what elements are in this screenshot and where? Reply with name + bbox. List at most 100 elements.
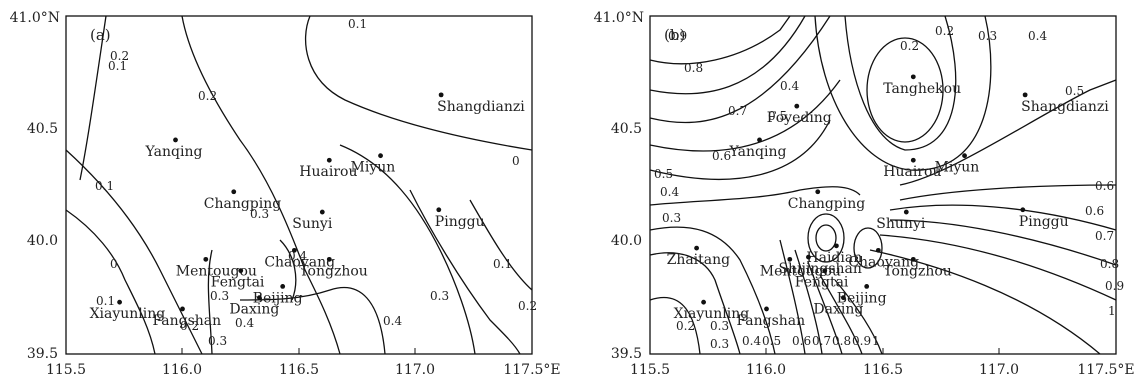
- x-tick: 117.0: [395, 362, 435, 378]
- station-marker: [117, 299, 122, 305]
- contour-label: 0.3: [208, 334, 227, 348]
- stations-b: Tanghekou Shangdianzi Foyeding Yanqing Huair…: [667, 74, 1109, 329]
- station-marker: [875, 247, 881, 253]
- station-marker: [280, 284, 286, 289]
- station-marker: [378, 153, 383, 159]
- station-label: Daxing: [813, 302, 863, 318]
- x-tick: 115.5: [630, 362, 670, 378]
- station-label: Sunyi: [292, 216, 333, 232]
- station-label: Huairou: [883, 164, 941, 180]
- contour-label: 0.4: [1028, 29, 1047, 43]
- station-label: Miyun: [351, 160, 396, 176]
- y-tick: 39.5: [611, 346, 642, 362]
- station-label: Haidian: [806, 250, 862, 266]
- station-label: Pinggu: [435, 214, 485, 230]
- station-label: Beijing: [837, 290, 887, 306]
- contour-label: 0.3: [710, 319, 729, 333]
- station-label: Zhaitang: [667, 252, 731, 268]
- station-marker: [173, 137, 178, 143]
- station-marker: [1020, 207, 1026, 213]
- y-tick: 40.5: [27, 121, 58, 137]
- station-label: Shangdianzi: [437, 99, 525, 115]
- contour-lines-b: [649, 15, 1117, 355]
- y-axis-b: 39.5 40.0 40.5 41.0°N: [594, 10, 644, 362]
- station-label: Miyun: [935, 160, 980, 176]
- contour-label: 0.6: [712, 149, 731, 163]
- station-label: Fangshan: [153, 313, 222, 329]
- station-label: Daxing: [229, 302, 279, 318]
- contour-labels-b: 0.90.80.70.60.50.40.30.20.2 0.3 0.40.50.60…: [654, 24, 1124, 351]
- y-tick: 40.0: [611, 233, 642, 249]
- contour-label: 0.4: [780, 79, 799, 93]
- station-marker: [864, 284, 870, 289]
- station-label: Fengtai: [211, 275, 265, 291]
- station-label: Mentougou: [760, 263, 841, 279]
- station-marker: [231, 189, 237, 195]
- panel-b: (b): [594, 10, 1135, 378]
- station-marker: [806, 254, 811, 260]
- contour-label: 0.8: [832, 334, 851, 348]
- station-marker: [822, 268, 828, 274]
- station-marker: [436, 207, 442, 213]
- station-label: Chaoyang: [264, 254, 335, 270]
- station-marker: [764, 306, 769, 312]
- contour-label: 0.6: [792, 334, 811, 348]
- contour-lines-a: [65, 15, 533, 355]
- station-label: Tongzhou: [299, 263, 368, 279]
- contour-label: 0.2: [110, 49, 129, 63]
- station-label: Shunyi: [876, 216, 926, 232]
- contour-label: 0: [110, 257, 118, 271]
- contour-label: 0.3: [210, 289, 229, 303]
- station-marker: [238, 268, 244, 274]
- contour-label: 0.3: [978, 29, 997, 43]
- contour-label: 0.3: [710, 337, 729, 351]
- station-marker: [291, 247, 297, 253]
- y-tick: 39.5: [27, 346, 58, 362]
- contour-label: 0.4: [235, 316, 254, 330]
- contour-label: 0.5: [654, 167, 673, 181]
- station-label: Changping: [788, 196, 866, 212]
- contour-label: 0.1: [493, 257, 512, 271]
- contour-label: 0.1: [348, 17, 367, 31]
- contour-label: 0.2: [900, 39, 919, 53]
- contour-label: 0.4: [660, 185, 679, 199]
- station-label: Changping: [204, 196, 282, 212]
- contour-label: 0.9: [668, 29, 687, 43]
- y-axis-a: 39.5 40.0 40.5 41.0°N: [10, 10, 60, 362]
- x-tick: 115.5: [46, 362, 86, 378]
- contour-label: 0.4: [288, 249, 307, 263]
- contour-label: 0.2: [180, 319, 199, 333]
- contour-label: 0.2: [518, 299, 537, 313]
- station-marker: [794, 103, 800, 109]
- x-tick: 116.5: [863, 362, 903, 378]
- station-label: Fangshan: [737, 313, 806, 329]
- station-label: Yanqing: [145, 144, 203, 160]
- panel-label-a: (a): [90, 26, 111, 44]
- contour-label: 0.6: [1085, 204, 1104, 218]
- x-tick: 117.5°E: [1077, 362, 1134, 378]
- contour-label: 0.2: [935, 24, 954, 38]
- station-label: Xiayunling: [674, 306, 750, 322]
- station-label: Tanghekou: [883, 81, 961, 97]
- contour-label: 0.6: [1095, 179, 1114, 193]
- station-marker: [701, 299, 706, 305]
- y-tick: 40.5: [611, 121, 642, 137]
- station-label: Foyeding: [767, 110, 832, 126]
- panel-a: (a) 0.10.20.20.10.300.10.30.4 0.40.40.30.…: [10, 10, 561, 378]
- station-label: Chaoyang: [848, 254, 919, 270]
- station-label: Pinggu: [1019, 214, 1069, 230]
- contour-label: 0.4: [742, 334, 761, 348]
- contour-label: 0.3: [250, 207, 269, 221]
- station-marker: [910, 157, 916, 163]
- station-marker: [815, 189, 821, 195]
- contour-label: 0.8: [684, 61, 703, 75]
- contour-label: 0.7: [812, 334, 831, 348]
- contour-label: 0.5: [762, 334, 781, 348]
- x-tick: 116.5: [279, 362, 319, 378]
- panel-label-b: (b): [664, 26, 685, 44]
- station-marker: [787, 256, 793, 262]
- contour-label: 0.3: [662, 211, 681, 225]
- contour-label: 0.8: [1100, 257, 1119, 271]
